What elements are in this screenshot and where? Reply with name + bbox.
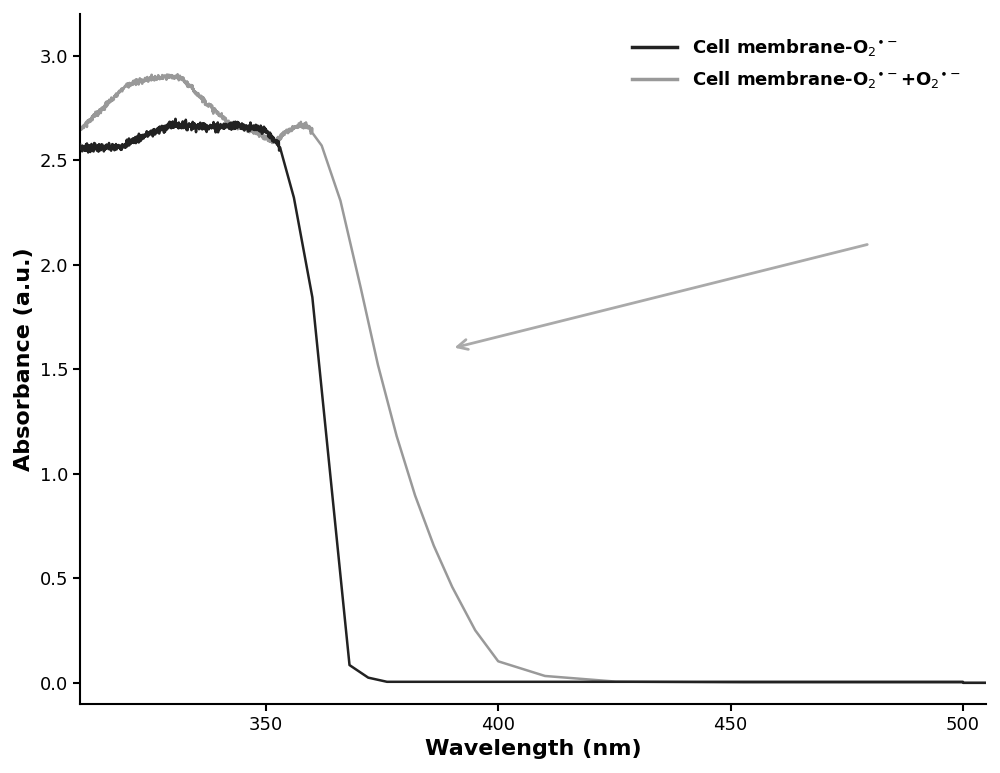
X-axis label: Wavelength (nm): Wavelength (nm) — [425, 739, 641, 759]
Y-axis label: Absorbance (a.u.): Absorbance (a.u.) — [14, 247, 34, 471]
Legend: Cell membrane-O$_2$$^{\bullet-}$, Cell membrane-O$_2$$^{\bullet-}$+O$_2$$^{\bull: Cell membrane-O$_2$$^{\bullet-}$, Cell m… — [625, 30, 968, 97]
